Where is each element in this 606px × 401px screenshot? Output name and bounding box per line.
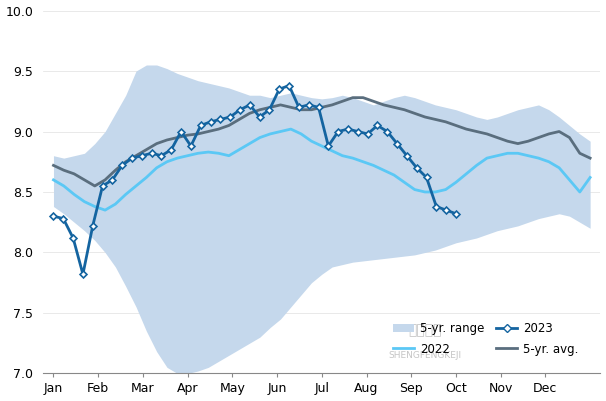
Text: 晟峰科技: 晟峰科技	[408, 323, 442, 337]
Legend: 5-yr. range, 2022, 2023, 5-yr. avg.: 5-yr. range, 2022, 2023, 5-yr. avg.	[388, 318, 584, 360]
Text: SHENGFENGKEJI: SHENGFENGKEJI	[388, 351, 461, 360]
